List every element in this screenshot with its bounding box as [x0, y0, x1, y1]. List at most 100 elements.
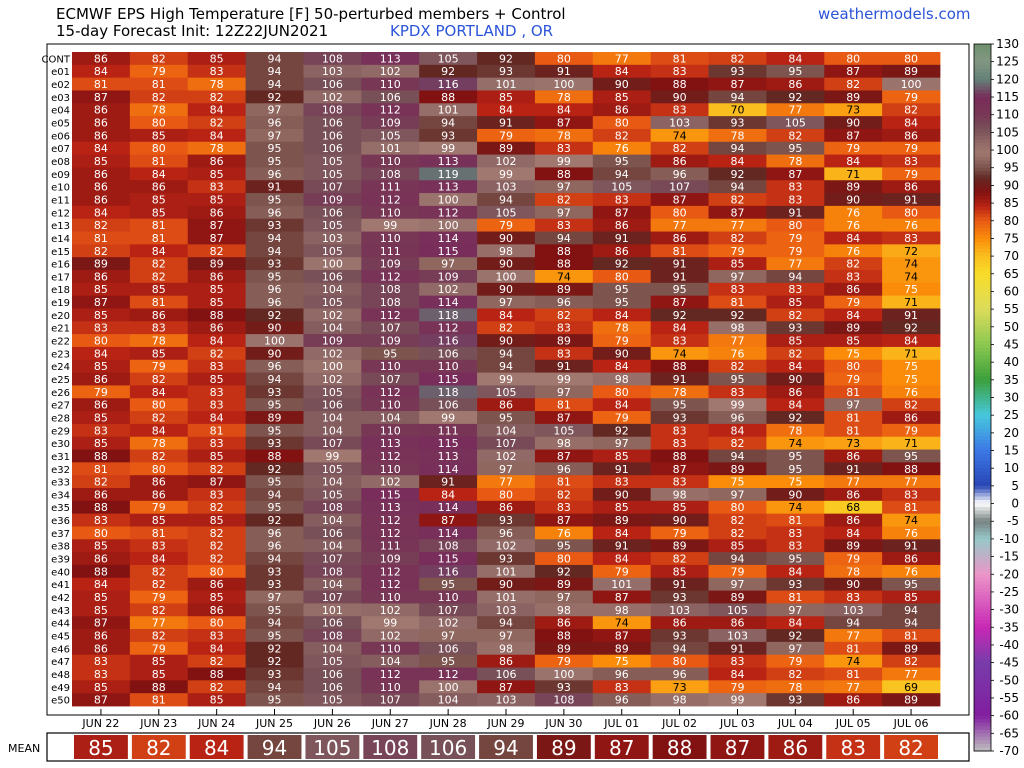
- heatmap-cell: [129, 385, 189, 399]
- heatmap-cell: [477, 308, 536, 322]
- heatmap-cell: [824, 385, 883, 399]
- cell-value-label: 82: [788, 347, 802, 360]
- heatmap-cell: [824, 359, 883, 373]
- heatmap-cell: [303, 346, 362, 361]
- heatmap-cell: [766, 398, 825, 412]
- cell-value-label: 95: [730, 373, 744, 386]
- cell-value-label: 94: [268, 617, 282, 630]
- heatmap-cell: [708, 693, 767, 707]
- colorbar-segment: [974, 114, 991, 119]
- cell-value-label: 115: [438, 373, 459, 386]
- colorbar-tick-label: 25: [1004, 408, 1019, 422]
- row-label: e01: [51, 67, 70, 78]
- cell-value-label: 94: [499, 360, 513, 373]
- cell-value-label: 84: [615, 399, 629, 412]
- heatmap-cell: [766, 103, 825, 117]
- heatmap-cell: [592, 128, 652, 143]
- heatmap-cell: [303, 372, 362, 386]
- cell-value-label: 84: [904, 117, 918, 130]
- cell-value-label: 102: [380, 604, 401, 617]
- heatmap-cell: [534, 398, 594, 412]
- heatmap-cell: [187, 128, 246, 143]
- cell-value-label: 96: [557, 463, 571, 476]
- cell-value-label: 92: [615, 424, 629, 437]
- heatmap-cell: [824, 372, 883, 386]
- heatmap-cell: [187, 52, 246, 66]
- cell-value-label: 97: [499, 296, 513, 309]
- cell-value-label: 102: [322, 347, 343, 360]
- cell-value-label: 89: [615, 514, 629, 527]
- heatmap-cell: [187, 629, 246, 643]
- cell-value-label: 86: [846, 514, 860, 527]
- heatmap-cell: [72, 693, 131, 707]
- colorbar-segment: [974, 355, 991, 360]
- colorbar-segment: [974, 507, 991, 512]
- cell-value-label: 113: [438, 181, 459, 194]
- heatmap-cell: [477, 513, 536, 527]
- cell-value-label: 70: [730, 104, 744, 117]
- heatmap-cell: [129, 103, 189, 117]
- cell-value-label: 79: [499, 219, 513, 232]
- colorbar-segment: [974, 581, 991, 586]
- colorbar-tick-label: -5: [1007, 514, 1019, 528]
- heatmap-cell: [187, 667, 246, 681]
- row-label: e10: [51, 183, 70, 194]
- cell-value-label: 95: [268, 424, 282, 437]
- colorbar-segment: [974, 241, 991, 247]
- colorbar-segment: [974, 82, 991, 88]
- heatmap-cell: [882, 103, 941, 117]
- heatmap-cell: [882, 64, 941, 79]
- heatmap-cell: [882, 346, 941, 361]
- cell-value-label: 104: [322, 514, 343, 527]
- cell-value-label: 103: [669, 604, 690, 617]
- cell-value-label: 105: [322, 488, 343, 501]
- heatmap-cell: [592, 167, 652, 181]
- heatmap-cell: [650, 590, 709, 604]
- cell-value-label: 81: [846, 668, 860, 681]
- cell-value-label: 104: [380, 655, 401, 668]
- cell-value-label: 75: [730, 476, 744, 489]
- heatmap-cell: [708, 180, 767, 194]
- heatmap-cell: [72, 321, 131, 335]
- cell-value-label: 86: [94, 629, 108, 642]
- colorbar-segment: [974, 164, 991, 169]
- colorbar-segment: [974, 393, 991, 399]
- colorbar-segment: [974, 111, 991, 116]
- heatmap-cell: [592, 116, 652, 130]
- colorbar-segment: [974, 351, 991, 356]
- heatmap-cell: [129, 552, 189, 566]
- mean-label: MEAN: [8, 742, 40, 755]
- colorbar-segment: [974, 697, 991, 703]
- heatmap-cell: [72, 52, 131, 66]
- cell-value-label: 84: [94, 142, 108, 155]
- cell-value-label: 77: [788, 258, 802, 271]
- colorbar-segment: [974, 722, 991, 727]
- heatmap-cell: [72, 680, 131, 694]
- heatmap-cell: [534, 577, 594, 591]
- heatmap-cell: [129, 449, 189, 463]
- colorbar-segment: [974, 641, 991, 646]
- heatmap-cell: [129, 654, 189, 668]
- cell-value-label: 103: [496, 604, 517, 617]
- heatmap-cell: [592, 103, 652, 117]
- colorbar-segment: [974, 217, 991, 222]
- colorbar-tick-label: -45: [999, 656, 1019, 670]
- heatmap-cell: [303, 205, 362, 220]
- heatmap-cell: [361, 552, 420, 566]
- cell-value-label: 93: [268, 386, 282, 399]
- cell-value-label: 86: [94, 168, 108, 181]
- cell-value-label: 96: [730, 411, 744, 424]
- row-label: CONT: [42, 54, 71, 65]
- colorbar-segment: [974, 468, 991, 473]
- colorbar-segment: [974, 652, 991, 657]
- heatmap-cell: [650, 654, 709, 668]
- heatmap-cell: [592, 398, 652, 412]
- heatmap-cell: [245, 308, 304, 322]
- cell-value-label: 80: [846, 360, 860, 373]
- heatmap-cell: [187, 372, 246, 386]
- cell-value-label: 85: [615, 91, 629, 104]
- cell-value-label: 100: [322, 360, 343, 373]
- colorbar-segment: [974, 401, 991, 406]
- cell-value-label: 85: [615, 450, 629, 463]
